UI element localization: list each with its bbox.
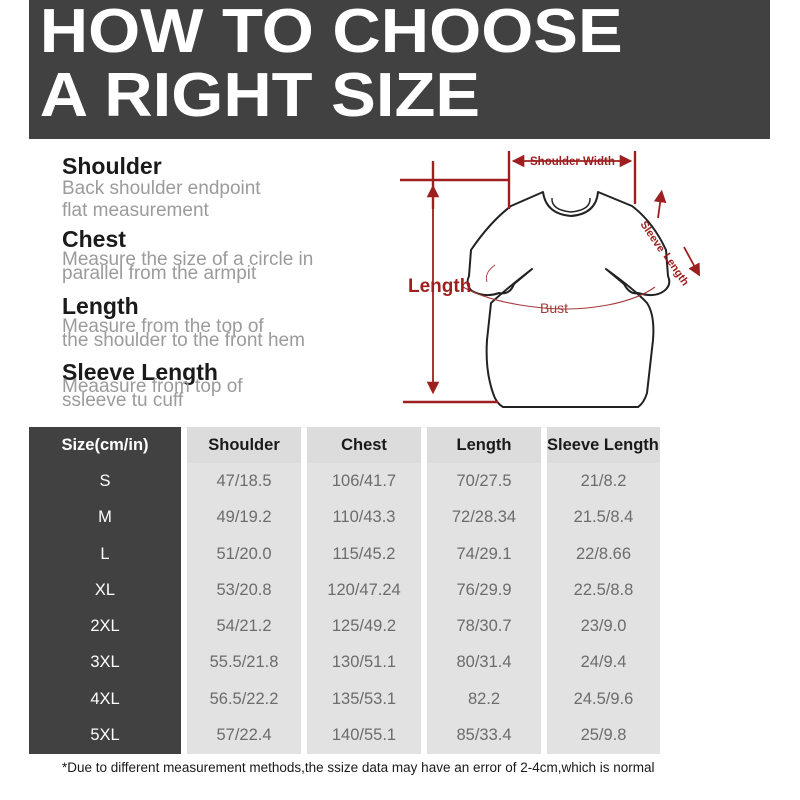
svg-text:Shoulder Width: Shoulder Width: [530, 156, 615, 168]
svg-text:Length: Length: [408, 276, 471, 297]
svg-text:Bust: Bust: [540, 300, 568, 316]
